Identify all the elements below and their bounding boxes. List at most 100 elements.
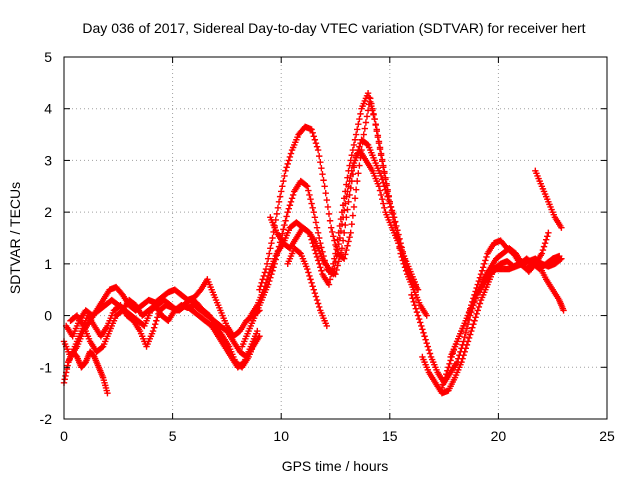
data-point-interp [473, 310, 480, 318]
series-track-5 [67, 296, 263, 361]
data-point-interp [344, 206, 351, 213]
data-point-interp [349, 146, 357, 154]
data-point-interp [331, 255, 338, 262]
data-point-interp [439, 381, 447, 388]
data-point-interp [412, 305, 420, 312]
data-point [308, 126, 315, 133]
y-tick-label: 0 [44, 308, 52, 324]
data-point-interp [280, 177, 287, 185]
data-point-interp [309, 283, 316, 290]
data-point-interp [382, 176, 389, 183]
data-point-interp [352, 153, 360, 161]
data-point-interp [425, 346, 433, 354]
data-point-interp [381, 170, 388, 177]
data-point-interp [381, 204, 388, 212]
data-point-interp [62, 372, 69, 380]
data-point-interp [308, 236, 315, 243]
series-track-8 [256, 95, 420, 293]
data-point-interp [330, 260, 337, 268]
data-point-interp [468, 327, 475, 335]
data-point-interp [422, 336, 429, 343]
data-point-interp [318, 267, 325, 274]
data-point-interp [444, 367, 451, 374]
data-point [397, 250, 404, 257]
data-point-interp [278, 188, 285, 195]
data-point-interp [423, 339, 430, 347]
data-point-interp [356, 162, 363, 169]
data-point [477, 271, 485, 278]
data-point-interp [61, 376, 68, 383]
chart-title: Day 036 of 2017, Sidereal Day-to-day VTE… [82, 20, 585, 36]
data-point-interp [98, 344, 106, 351]
data-point-interp [283, 164, 290, 171]
data-point-interp [476, 300, 484, 307]
data-point-interp [337, 215, 345, 223]
data-point [321, 183, 328, 190]
data-point-interp [419, 326, 426, 333]
data-point-interp [409, 295, 416, 302]
data-point-interp [415, 315, 423, 323]
data-point-interp [326, 276, 334, 283]
data-point-interp [376, 146, 384, 153]
data-point-interp [355, 170, 362, 177]
data-point-interp [333, 266, 340, 274]
data-point-interp [282, 217, 289, 224]
data-point-interp [363, 140, 371, 148]
data-point-interp [334, 262, 341, 269]
data-point-interp [380, 164, 387, 171]
data-point-interp [318, 244, 325, 251]
data-point-interp [287, 150, 295, 157]
data-point-interp [313, 143, 321, 150]
data-point-interp [267, 245, 274, 252]
data-point [377, 152, 385, 159]
data-point-interp [317, 264, 324, 271]
data-point-interp [475, 303, 483, 311]
data-point-interp [474, 307, 481, 314]
data-point-interp [261, 269, 269, 276]
data-point-interp [350, 203, 358, 211]
data-point-interp [354, 150, 361, 157]
data-point [371, 115, 378, 123]
data-point-interp [478, 267, 486, 274]
data-point-interp [268, 239, 275, 247]
data-point-interp [339, 202, 347, 209]
data-point [347, 229, 354, 237]
data-point-interp [472, 314, 479, 321]
data-point-interp [336, 222, 344, 230]
data-point-interp [383, 182, 390, 189]
data-point-interp [274, 204, 282, 212]
data-point-interp [340, 229, 348, 237]
data-point-interp [362, 119, 370, 126]
data-point-interp [411, 302, 418, 309]
data-point-interp [314, 300, 322, 307]
data-point-interp [342, 188, 349, 195]
data-point-interp [359, 139, 366, 146]
data-point-interp [369, 107, 376, 114]
data-point [254, 327, 261, 335]
data-point [314, 146, 322, 154]
data-point-interp [346, 191, 353, 199]
data-point [471, 317, 478, 324]
data-point-interp [365, 94, 373, 101]
data-point-interp [345, 238, 352, 245]
data-point-interp [350, 141, 358, 149]
data-point [345, 167, 352, 174]
data-point [338, 208, 346, 216]
data-point-interp [331, 237, 338, 244]
data-point [438, 384, 446, 392]
data-point-interp [398, 253, 405, 261]
data-point [304, 265, 311, 273]
x-tick-label: 20 [491, 428, 507, 444]
data-point-interp [322, 189, 329, 197]
data-point-interp [343, 214, 350, 221]
data-point-interp [308, 279, 315, 287]
data-point-interp [352, 186, 360, 193]
data-point-interp [313, 253, 321, 261]
data-point [421, 333, 428, 340]
data-point-interp [286, 153, 294, 161]
data-point-interp [357, 154, 364, 162]
data-point-interp [260, 272, 268, 280]
data-point-interp [307, 276, 314, 283]
data-point-interp [263, 260, 271, 268]
data-point-interp [426, 350, 434, 357]
